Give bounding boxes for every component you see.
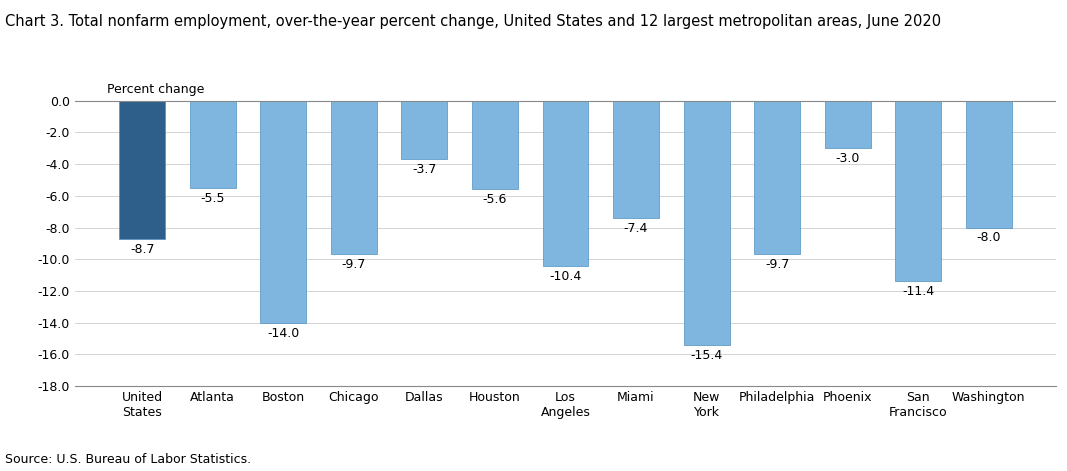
Text: Source: U.S. Bureau of Labor Statistics.: Source: U.S. Bureau of Labor Statistics. bbox=[5, 453, 252, 466]
Text: -11.4: -11.4 bbox=[903, 285, 935, 299]
Bar bbox=[684, 100, 730, 345]
Text: Percent change: Percent change bbox=[107, 83, 205, 96]
Bar bbox=[120, 100, 165, 239]
Text: -8.0: -8.0 bbox=[976, 231, 1001, 244]
Text: -9.7: -9.7 bbox=[341, 259, 366, 271]
Text: -15.4: -15.4 bbox=[690, 349, 722, 362]
Text: Chart 3. Total nonfarm employment, over-the-year percent change, United States a: Chart 3. Total nonfarm employment, over-… bbox=[5, 14, 941, 29]
Text: -9.7: -9.7 bbox=[765, 259, 790, 271]
Text: -5.6: -5.6 bbox=[482, 194, 507, 206]
Bar bbox=[472, 100, 517, 189]
Bar bbox=[331, 100, 377, 254]
Text: -14.0: -14.0 bbox=[267, 327, 300, 340]
Bar bbox=[190, 100, 236, 188]
Bar bbox=[614, 100, 659, 218]
Text: -7.4: -7.4 bbox=[624, 222, 649, 235]
Bar bbox=[401, 100, 447, 159]
Text: -5.5: -5.5 bbox=[201, 192, 225, 205]
Bar bbox=[754, 100, 800, 254]
Bar bbox=[260, 100, 306, 323]
Text: -10.4: -10.4 bbox=[550, 269, 582, 283]
Bar bbox=[966, 100, 1012, 227]
Bar bbox=[543, 100, 588, 266]
Text: -8.7: -8.7 bbox=[130, 243, 155, 256]
Text: -3.0: -3.0 bbox=[835, 152, 860, 165]
Text: -3.7: -3.7 bbox=[412, 163, 436, 176]
Bar bbox=[825, 100, 871, 148]
Bar bbox=[895, 100, 941, 282]
